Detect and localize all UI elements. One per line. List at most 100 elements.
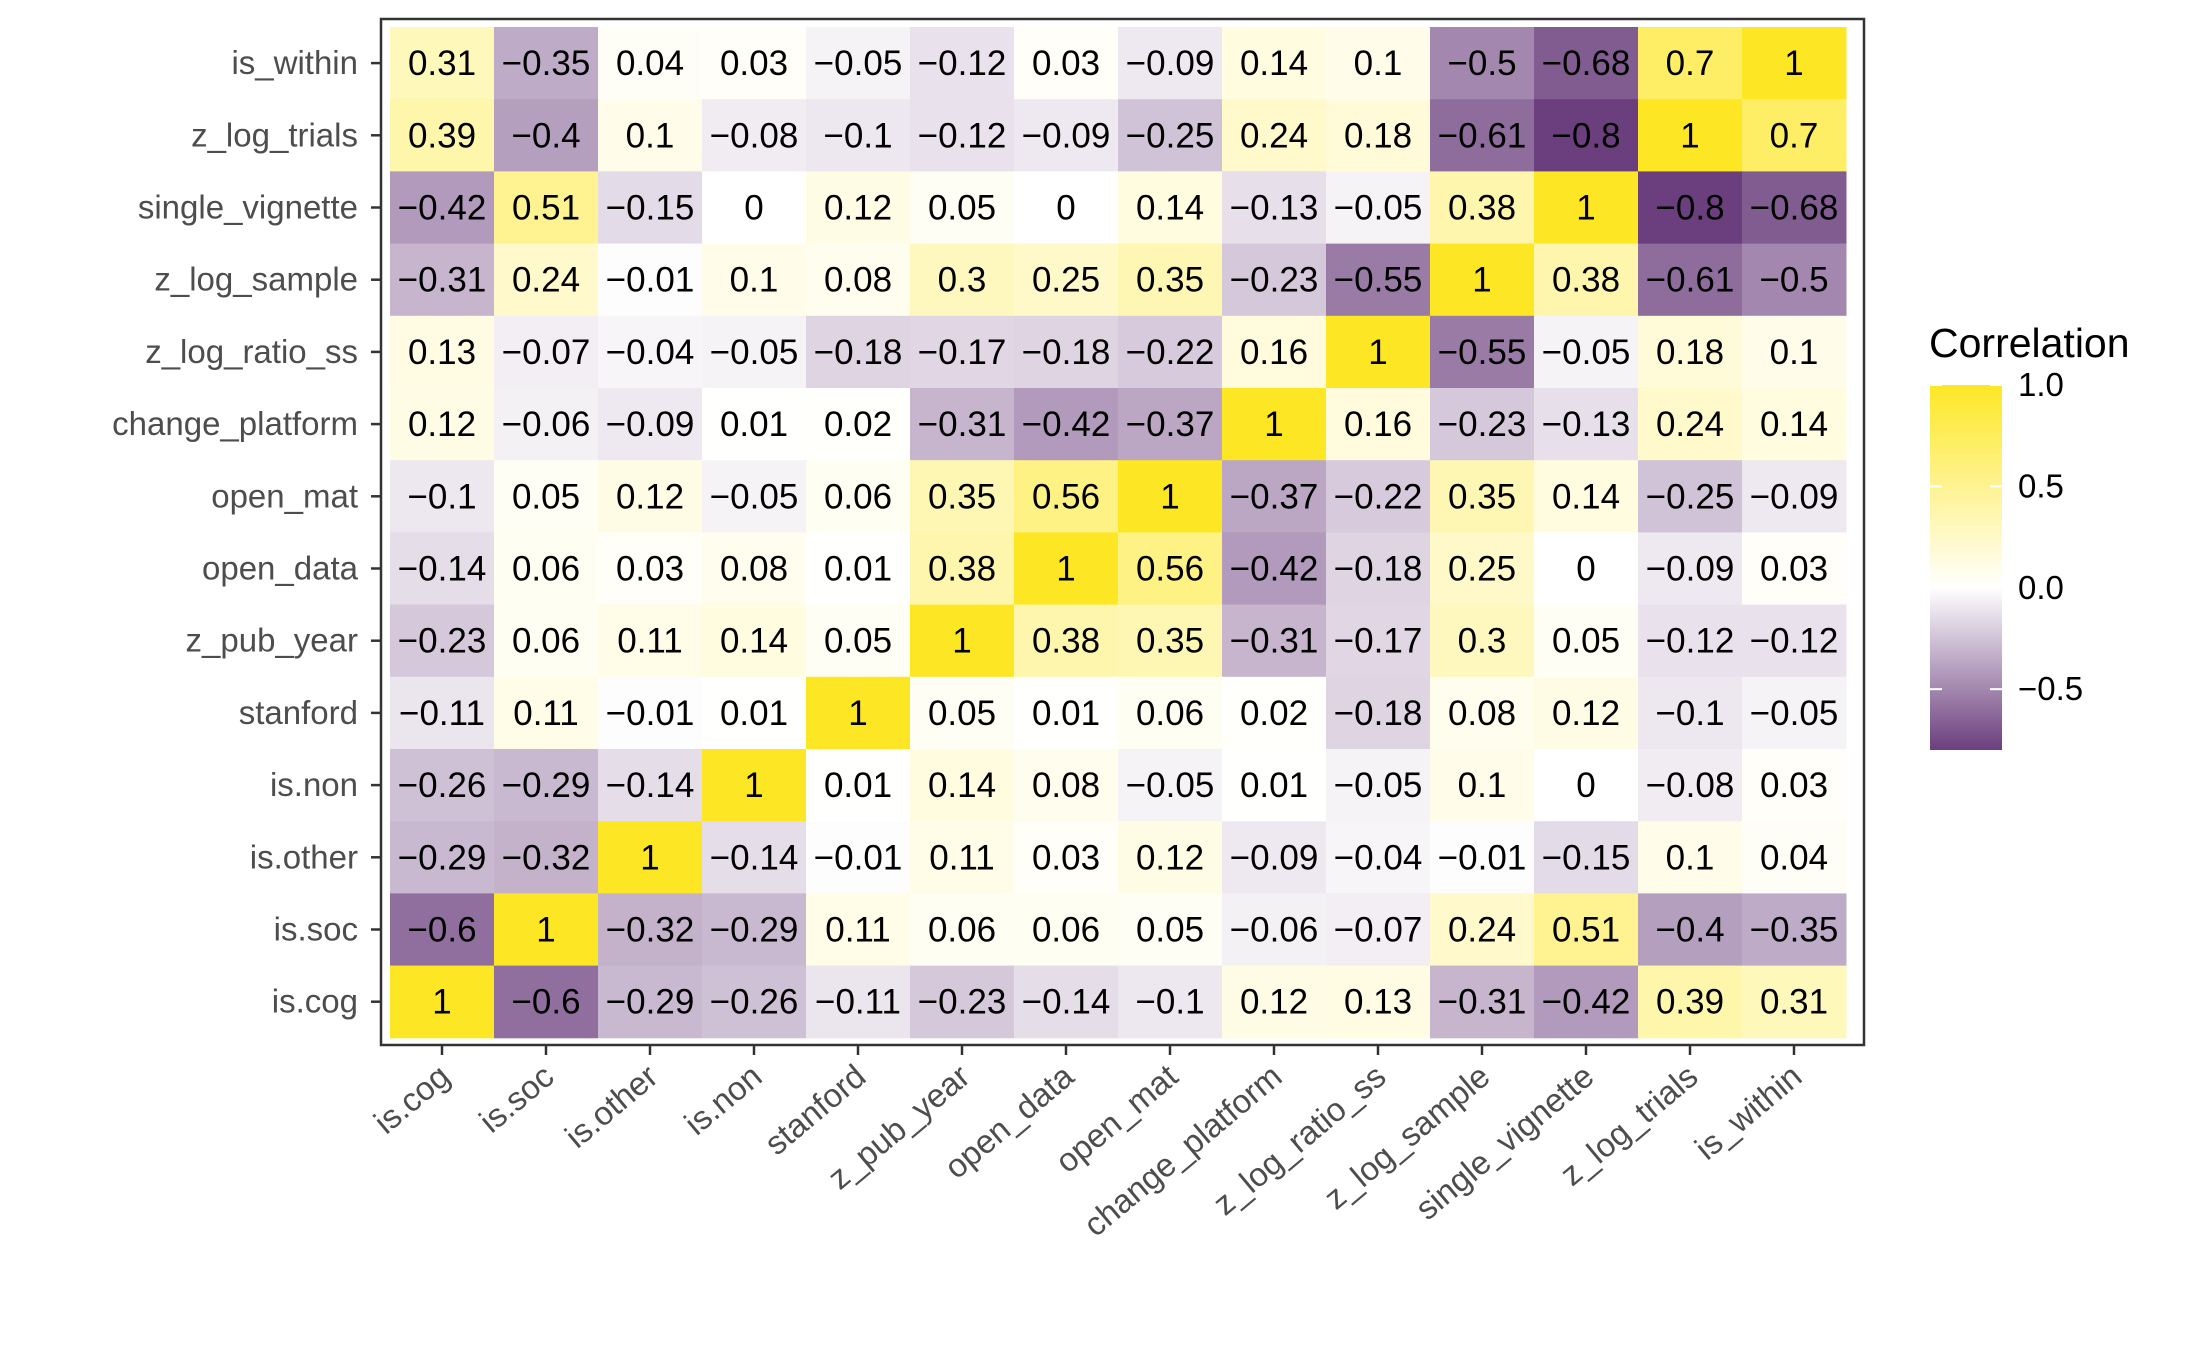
cell-value-label: 0.11: [617, 622, 683, 661]
heatmap-cell: [1326, 749, 1431, 822]
cell-value-label: 1: [1576, 189, 1595, 228]
cell-value-label: 0.08: [720, 550, 788, 589]
heatmap-cell: [494, 749, 599, 822]
heatmap-cell: [910, 315, 1015, 389]
cell-value-label: 0.38: [1552, 261, 1620, 300]
cell-value-label: 0.12: [408, 405, 476, 444]
cell-value-label: −0.15: [606, 189, 695, 228]
y-tick-label: z_log_trials: [191, 116, 358, 153]
heatmap-cell: [702, 676, 807, 750]
heatmap-cell: [1014, 171, 1119, 245]
heatmap-cell: [702, 965, 807, 1039]
cell-value-label: −0.42: [1230, 550, 1319, 589]
cell-value-label: −0.22: [1334, 477, 1423, 516]
heatmap-cell: [1638, 676, 1743, 750]
heatmap-cell: [1638, 171, 1743, 245]
cell-value-label: −0.29: [606, 983, 695, 1022]
cell-value-label: 0.31: [408, 44, 476, 83]
cell-value-label: −0.11: [815, 983, 901, 1022]
heatmap-cell: [1014, 460, 1119, 533]
cell-value-label: 0.24: [512, 261, 580, 300]
heatmap-cell: [1222, 821, 1327, 894]
cell-value-label: 0.16: [1344, 405, 1412, 444]
heatmap-cell: [390, 460, 495, 533]
cell-value-label: −0.8: [1655, 189, 1724, 228]
heatmap-cell: [1014, 676, 1119, 750]
cell-value-label: 0.01: [1032, 694, 1100, 733]
cell-value-label: 1: [744, 766, 763, 805]
heatmap-cell: [910, 749, 1015, 822]
cell-value-label: 0.35: [1136, 261, 1204, 300]
cell-value-label: 0.06: [1032, 911, 1100, 950]
cell-value-label: −0.05: [1334, 766, 1423, 805]
heatmap-cell: [1534, 99, 1639, 172]
cell-value-label: −0.05: [1750, 694, 1839, 733]
cell-value-label: 0.31: [1760, 983, 1828, 1022]
cell-value-label: −0.32: [502, 838, 591, 877]
heatmap-cell: [1742, 532, 1847, 606]
heatmap-cell: [1222, 604, 1327, 678]
cell-value-label: −0.23: [1230, 261, 1319, 300]
cell-value-label: −0.35: [502, 44, 591, 83]
heatmap-cell: [598, 604, 703, 678]
heatmap-cell: [702, 749, 807, 822]
heatmap-cell: [1014, 27, 1119, 100]
cell-value-label: −0.05: [1334, 189, 1423, 228]
heatmap-cell: [1742, 749, 1847, 822]
cell-value-label: −0.23: [398, 622, 487, 661]
heatmap-cells: [390, 27, 1847, 1039]
heatmap-cell: [702, 532, 807, 606]
cell-value-label: −0.55: [1438, 333, 1527, 372]
heatmap-cell: [702, 243, 807, 317]
heatmap-cell: [1326, 821, 1431, 894]
cell-value-label: −0.55: [1334, 261, 1423, 300]
heatmap-cell: [1014, 388, 1119, 461]
cell-value-label: 1: [432, 983, 451, 1022]
cell-value-label: −0.18: [1334, 694, 1423, 733]
heatmap-cell: [806, 965, 911, 1039]
cell-value-label: −0.04: [1334, 838, 1423, 877]
y-tick-label: stanford: [239, 694, 358, 731]
y-tick-label: z_log_sample: [154, 261, 358, 298]
cell-value-label: −0.01: [1438, 838, 1527, 877]
cell-value-label: −0.01: [814, 838, 903, 877]
cell-value-label: 0.38: [1448, 189, 1516, 228]
legend-ticks: 1.0 0.5 0.0 −0.5: [1930, 366, 2083, 707]
cell-value-label: 1: [1680, 116, 1699, 155]
cell-value-label: −0.25: [1646, 477, 1735, 516]
cell-value-label: 0.03: [1760, 766, 1828, 805]
x-tick-label: is.other: [558, 1057, 665, 1155]
cell-value-label: 0.04: [616, 44, 684, 83]
cell-value-label: 0.02: [824, 405, 892, 444]
cell-value-label: −0.08: [1646, 766, 1735, 805]
heatmap-cell: [910, 604, 1015, 678]
heatmap-cell: [1118, 965, 1223, 1039]
heatmap-cell: [1222, 27, 1327, 100]
cell-value-label: −0.25: [1126, 116, 1215, 155]
heatmap-cell: [1014, 604, 1119, 678]
heatmap-cell: [1222, 171, 1327, 245]
cell-value-label: 0.1: [626, 116, 675, 155]
cell-value-label: 0.08: [1032, 766, 1100, 805]
cell-value-label: −0.68: [1542, 44, 1631, 83]
heatmap-cell: [1118, 604, 1223, 678]
x-tick-label: is.soc: [472, 1057, 560, 1140]
heatmap-cell: [702, 460, 807, 533]
cell-value-label: 0.06: [1136, 694, 1204, 733]
heatmap-cell: [1742, 388, 1847, 461]
cell-value-label: −0.31: [918, 405, 1007, 444]
heatmap-cell: [1638, 315, 1743, 389]
heatmap-cell: [910, 965, 1015, 1039]
cell-value-label: −0.07: [1334, 911, 1423, 950]
heatmap-cell: [390, 749, 495, 822]
cell-value-label: −0.09: [1230, 838, 1319, 877]
heatmap-cell: [806, 893, 911, 967]
heatmap-cell: [494, 315, 599, 389]
heatmap-cell: [1222, 243, 1327, 317]
heatmap-cell: [702, 315, 807, 389]
cell-value-label: 0.14: [928, 766, 996, 805]
heatmap-cell: [390, 965, 495, 1039]
heatmap-cell: [1534, 604, 1639, 678]
cell-value-label: −0.12: [1750, 622, 1839, 661]
cell-value-label: −0.29: [502, 766, 591, 805]
